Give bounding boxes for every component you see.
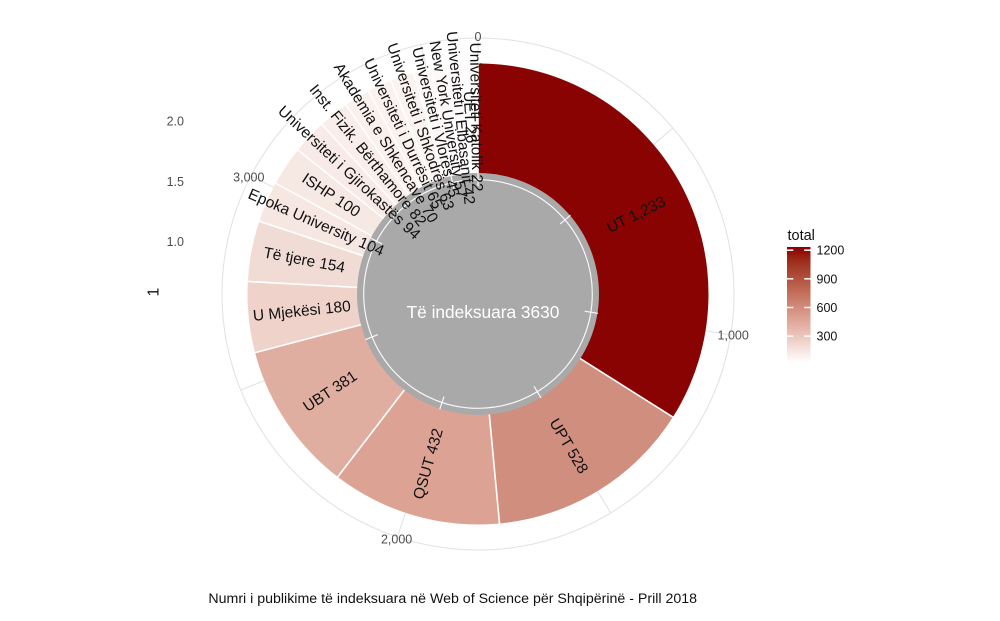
svg-text:1200: 1200	[817, 244, 845, 258]
svg-text:0: 0	[475, 30, 482, 44]
svg-text:total: total	[788, 228, 815, 244]
svg-text:2.0: 2.0	[167, 114, 184, 128]
svg-text:1.0: 1.0	[167, 235, 184, 249]
svg-text:1: 1	[146, 288, 163, 297]
svg-text:300: 300	[817, 330, 838, 344]
svg-text:Universiteti Katolik 22: Universiteti Katolik 22	[466, 42, 485, 191]
svg-text:UET 26: UET 26	[460, 91, 480, 144]
svg-text:Numri i publikime të indeksuar: Numri i publikime të indeksuara në Web o…	[208, 591, 697, 607]
svg-text:1,000: 1,000	[718, 329, 749, 343]
svg-text:2,000: 2,000	[381, 533, 412, 547]
svg-text:600: 600	[817, 301, 838, 315]
svg-text:Të indeksuara 3630: Të indeksuara 3630	[407, 302, 560, 322]
svg-text:900: 900	[817, 272, 838, 286]
svg-text:1.5: 1.5	[167, 175, 184, 189]
svg-text:3,000: 3,000	[233, 171, 264, 185]
